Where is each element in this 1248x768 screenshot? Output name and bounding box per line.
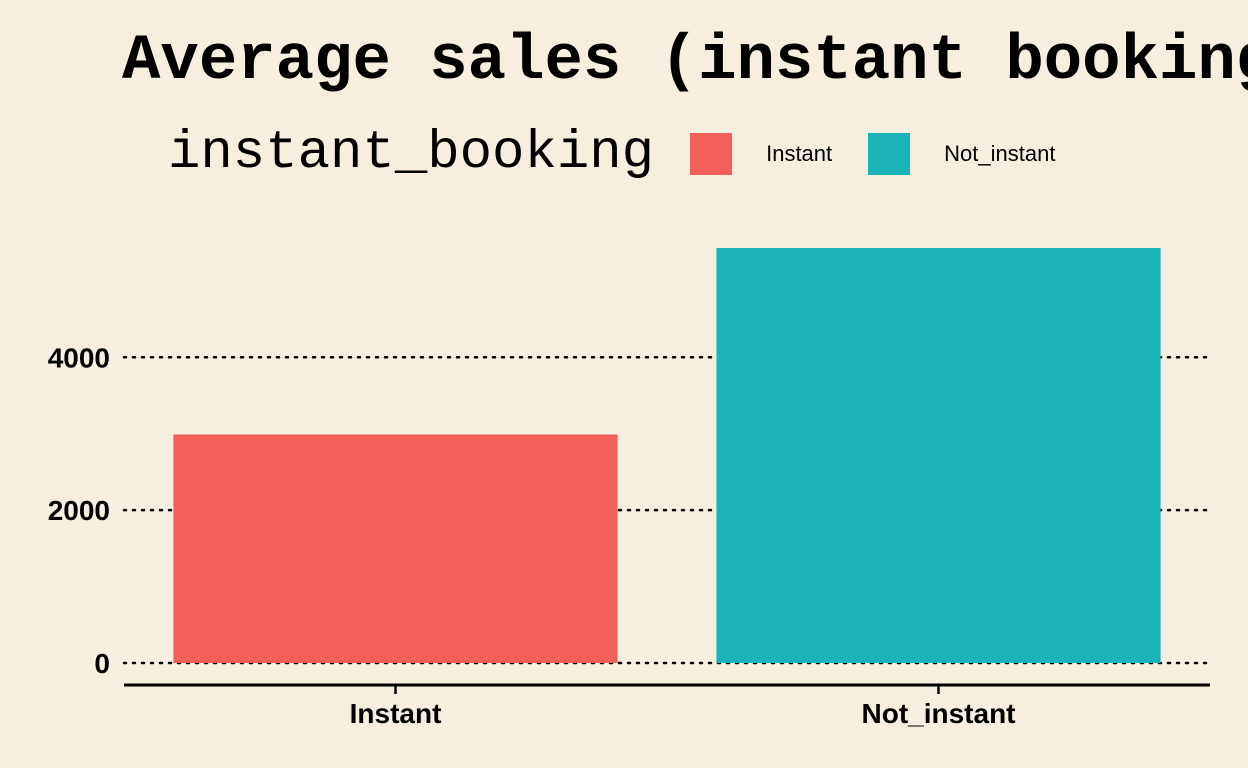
legend-item-not-instant: Not_instant <box>868 133 1055 175</box>
bars <box>173 248 1161 663</box>
legend-key-not-instant <box>868 133 911 175</box>
y-tick-label-4000: 4000 <box>48 342 110 373</box>
legend-label-not-instant: Not_instant <box>944 141 1056 166</box>
axes <box>124 683 1210 694</box>
y-tick-label-2000: 2000 <box>48 495 110 526</box>
bar-instant <box>173 434 618 663</box>
y-tick-label-0: 0 <box>94 648 110 679</box>
x-tick-label-instant: Instant <box>350 698 442 729</box>
legend-item-instant: Instant <box>690 133 832 175</box>
bar-not-instant <box>716 248 1161 663</box>
chart-title: Average sales (instant booking vs not in… <box>122 26 1248 98</box>
tick-labels: 0 2000 4000 Instant Not_instant <box>48 342 1016 729</box>
legend-title: instant_booking <box>168 123 655 184</box>
legend-label-instant: Instant <box>766 141 833 166</box>
legend-key-instant <box>690 133 733 175</box>
x-tick-label-not-instant: Not_instant <box>862 698 1016 729</box>
legend: instant_booking Instant Not_instant <box>168 122 1091 186</box>
